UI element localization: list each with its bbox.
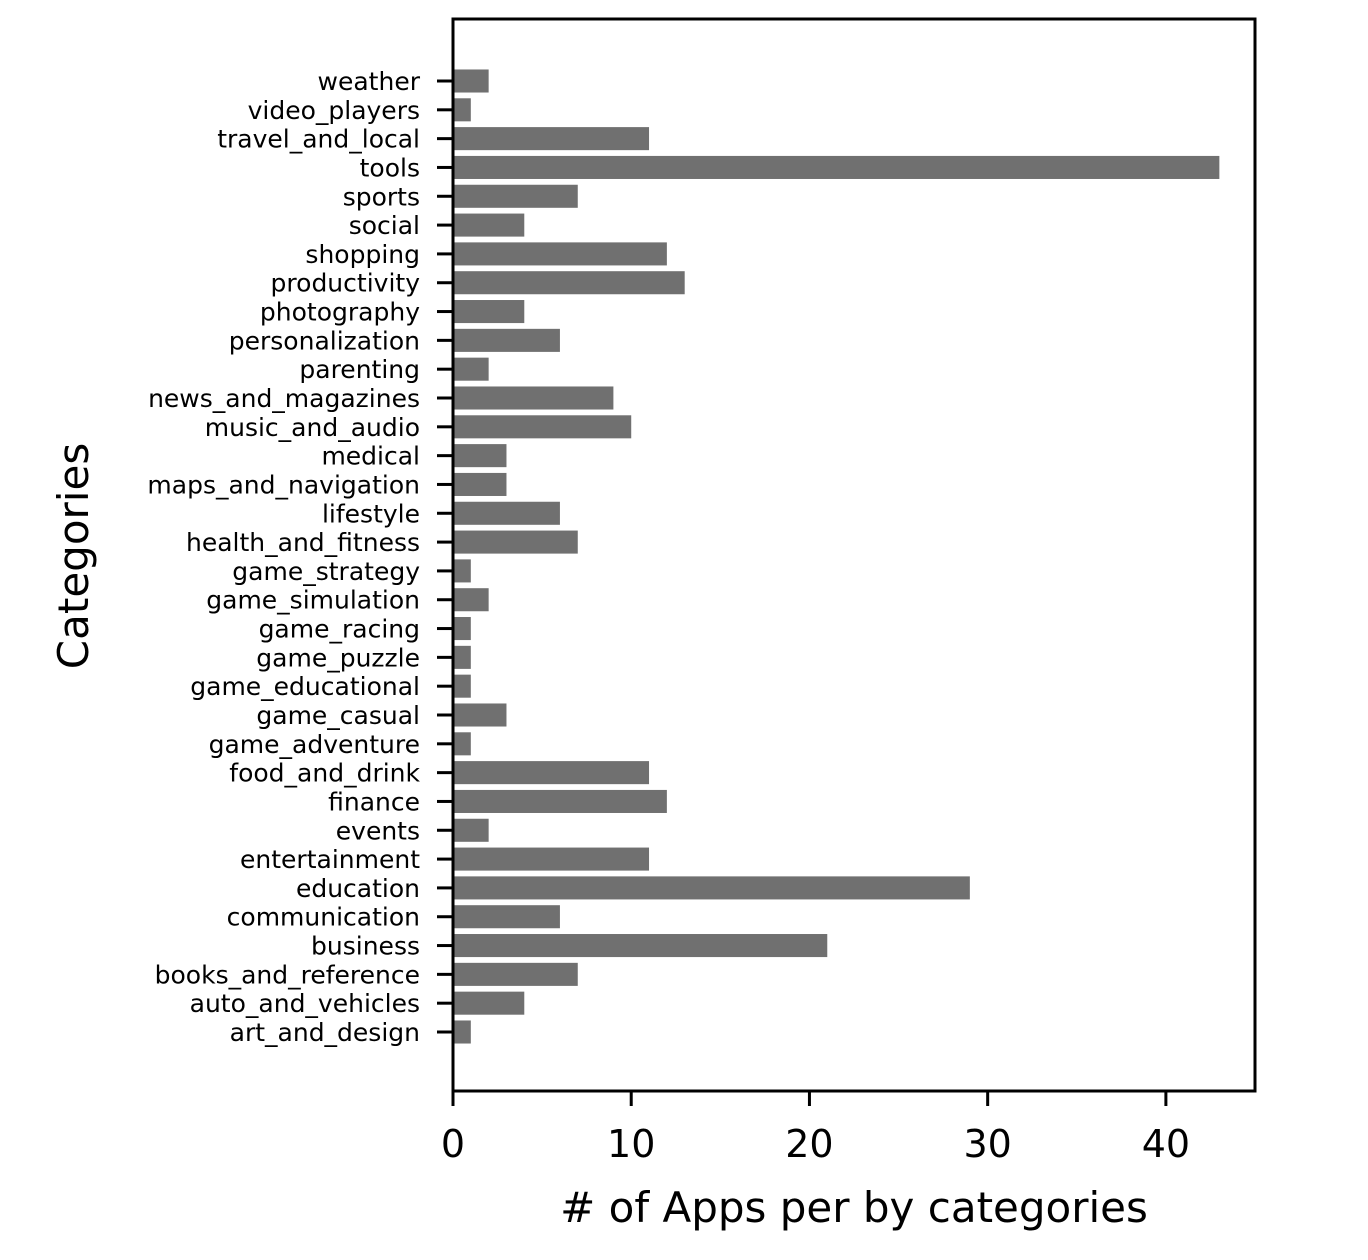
bar-game_racing <box>453 617 471 641</box>
y-tick-label-sports: sports <box>343 182 420 211</box>
y-tick-label-weather: weather <box>318 67 421 96</box>
y-tick-label-shopping: shopping <box>305 240 420 269</box>
bar-auto_and_vehicles <box>453 991 525 1015</box>
bar-video_players <box>453 98 471 122</box>
bar-shopping <box>453 242 667 266</box>
x-tick-label-30: 30 <box>963 1122 1011 1166</box>
y-tick-label-personalization: personalization <box>229 326 420 355</box>
y-tick-label-game_puzzle: game_puzzle <box>256 643 420 672</box>
y-tick-label-entertainment: entertainment <box>240 845 420 874</box>
y-tick-label-news_and_magazines: news_and_magazines <box>148 384 420 413</box>
x-tick-label-40: 40 <box>1142 1122 1190 1166</box>
y-tick-label-game_adventure: game_adventure <box>209 730 420 759</box>
y-tick-label-game_racing: game_racing <box>259 615 420 644</box>
bar-health_and_fitness <box>453 530 578 554</box>
y-tick-label-food_and_drink: food_and_drink <box>229 759 420 788</box>
bar-books_and_reference <box>453 962 578 986</box>
y-tick-label-parenting: parenting <box>299 355 420 384</box>
bar-sports <box>453 184 578 208</box>
bar-maps_and_navigation <box>453 472 507 496</box>
bar-finance <box>453 789 667 813</box>
y-tick-label-video_players: video_players <box>248 96 420 125</box>
bar-photography <box>453 300 525 324</box>
y-tick-label-education: education <box>296 874 420 903</box>
bar-travel_and_local <box>453 127 650 151</box>
x-tick-label-20: 20 <box>785 1122 833 1166</box>
x-axis-ticks: 0 10 20 30 40 <box>441 1091 1190 1166</box>
y-tick-label-social: social <box>349 211 420 240</box>
x-axis-title: # of Apps per by categories <box>560 1183 1148 1232</box>
bar-parenting <box>453 357 489 381</box>
bar-game_educational <box>453 674 471 698</box>
y-tick-label-communication: communication <box>227 903 420 932</box>
bar-game_puzzle <box>453 645 471 669</box>
y-tick-label-photography: photography <box>260 298 420 327</box>
y-tick-label-finance: finance <box>328 787 420 816</box>
bar-education <box>453 876 970 900</box>
y-tick-label-medical: medical <box>321 442 420 471</box>
bar-social <box>453 213 525 237</box>
y-tick-label-business: business <box>311 932 420 961</box>
bar-personalization <box>453 328 560 352</box>
bar-events <box>453 818 489 842</box>
bar-productivity <box>453 271 685 295</box>
bar-news_and_magazines <box>453 386 614 410</box>
y-tick-label-productivity: productivity <box>271 269 421 298</box>
bar-lifestyle <box>453 501 560 525</box>
y-tick-label-maps_and_navigation: maps_and_navigation <box>147 470 420 499</box>
y-tick-label-music_and_audio: music_and_audio <box>205 413 420 442</box>
y-tick-label-game_educational: game_educational <box>190 672 420 701</box>
y-tick-label-art_and_design: art_and_design <box>230 1018 420 1047</box>
bar-game_adventure <box>453 732 471 756</box>
bar-business <box>453 934 828 958</box>
y-tick-label-game_casual: game_casual <box>256 701 420 730</box>
bar-art_and_design <box>453 1020 471 1044</box>
x-tick-label-10: 10 <box>607 1122 655 1166</box>
y-tick-label-travel_and_local: travel_and_local <box>217 125 420 154</box>
x-tick-label-0: 0 <box>441 1122 465 1166</box>
y-tick-label-game_simulation: game_simulation <box>206 586 420 615</box>
bar-game_strategy <box>453 559 471 583</box>
bar-weather <box>453 69 489 93</box>
bar-food_and_drink <box>453 761 650 785</box>
bar-communication <box>453 905 560 929</box>
y-tick-label-events: events <box>336 816 420 845</box>
bar-game_simulation <box>453 588 489 612</box>
bar-medical <box>453 444 507 468</box>
y-tick-label-health_and_fitness: health_and_fitness <box>186 528 420 557</box>
bar-entertainment <box>453 847 650 871</box>
bar-music_and_audio <box>453 415 632 439</box>
y-tick-label-tools: tools <box>360 153 420 182</box>
y-tick-label-lifestyle: lifestyle <box>322 499 420 528</box>
bar-game_casual <box>453 703 507 727</box>
y-tick-label-game_strategy: game_strategy <box>232 557 420 586</box>
y-tick-label-books_and_reference: books_and_reference <box>155 960 420 989</box>
y-axis-ticks: art_and_designauto_and_vehiclesbooks_and… <box>147 67 453 1047</box>
y-axis-title: Categories <box>49 443 98 669</box>
y-tick-label-auto_and_vehicles: auto_and_vehicles <box>190 989 420 1018</box>
bar-tools <box>453 155 1220 179</box>
plot-frame <box>451 17 1257 1093</box>
bars-layer <box>453 69 1220 1044</box>
